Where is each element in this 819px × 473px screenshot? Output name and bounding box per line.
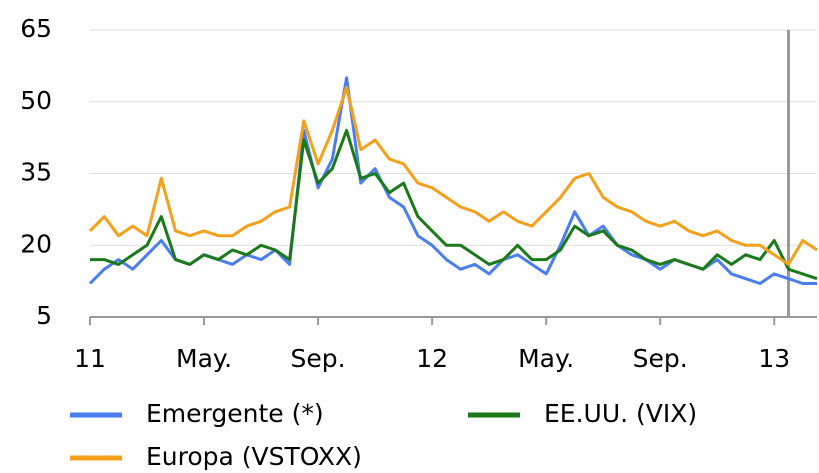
- x-tick-label: 13: [758, 344, 790, 373]
- legend-label: Europa (VSTOXX): [146, 442, 362, 471]
- y-tick-label: 20: [20, 229, 52, 258]
- x-tick-label: May.: [176, 344, 232, 373]
- x-tick-label: Sep.: [633, 344, 688, 373]
- series-line: [88, 76, 817, 285]
- y-tick-label: 50: [20, 86, 52, 115]
- legend-label: Emergente (*): [146, 399, 324, 428]
- series-line: [88, 85, 818, 266]
- y-tick-label: 5: [36, 301, 52, 330]
- legend-label: EE.UU. (VIX): [544, 399, 697, 428]
- x-tick-label: 12: [416, 344, 448, 373]
- series-line: [90, 128, 818, 281]
- x-tick-label: 11: [74, 344, 106, 373]
- y-tick-label: 35: [20, 158, 52, 187]
- y-tick-label: 65: [20, 14, 52, 43]
- x-tick-label: Sep.: [291, 344, 346, 373]
- x-tick-label: May.: [518, 344, 574, 373]
